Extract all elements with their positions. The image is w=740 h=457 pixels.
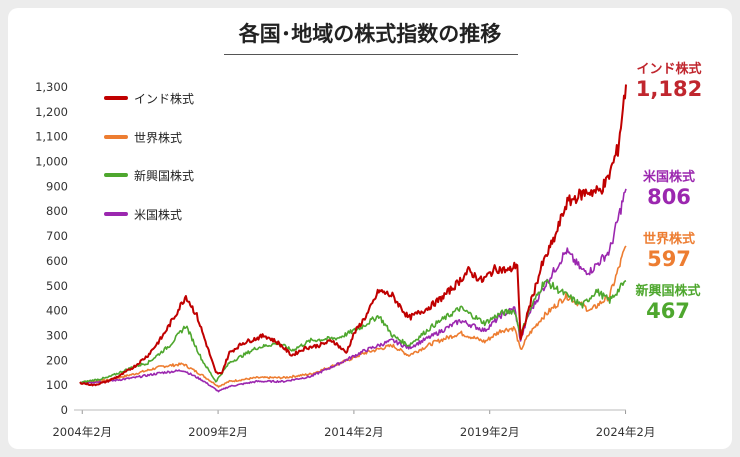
legend-swatch-us	[104, 211, 128, 216]
legend-swatch-world	[104, 134, 128, 139]
y-tick-label: 200	[46, 353, 68, 367]
legend-swatch-india	[104, 96, 128, 100]
chart-title: 各国･地域の株式指数の推移	[238, 22, 502, 46]
x-tick-label: 2014年2月	[324, 425, 384, 439]
end-label-us: 米国株式 806	[628, 170, 710, 209]
end-label-emerging-name: 新興国株式	[635, 284, 701, 299]
x-axis-ticks: 2004年2月 2009年2月 2014年2月 2019年2月 2024年2月	[52, 410, 655, 439]
end-label-us-value: 806	[647, 185, 691, 209]
end-label-emerging: 新興国株式 467	[624, 284, 712, 323]
legend-label-us: 米国株式	[134, 207, 183, 222]
y-tick-label: 1,100	[35, 130, 68, 144]
y-tick-label: 900	[46, 179, 68, 193]
end-label-us-name: 米国株式	[642, 170, 695, 185]
y-tick-label: 0	[61, 403, 68, 417]
y-tick-label: 100	[46, 378, 68, 392]
end-label-world: 世界株式 597	[628, 232, 710, 271]
legend-label-emerging: 新興国株式	[134, 169, 195, 183]
title-underline	[224, 54, 518, 55]
y-tick-label: 500	[46, 279, 68, 293]
y-tick-label: 800	[46, 204, 68, 218]
end-label-india-value: 1,182	[635, 77, 703, 101]
y-tick-label: 1,200	[35, 105, 68, 119]
series-line-us	[79, 188, 627, 393]
series-line-world	[79, 245, 627, 388]
y-axis-ticks: 0 100 200 300 400 500 600 700 800 900 1,000 1,100 1,…	[35, 80, 68, 417]
series-line-india	[79, 84, 627, 387]
x-tick-label: 2024年2月	[596, 425, 656, 439]
end-label-india-name: インド株式	[636, 62, 702, 77]
end-label-world-name: 世界株式	[642, 232, 695, 247]
end-label-emerging-value: 467	[646, 299, 690, 323]
legend-label-india: インド株式	[134, 92, 195, 106]
y-tick-label: 1,000	[35, 155, 68, 169]
x-tick-label: 2004年2月	[52, 425, 112, 439]
legend-swatch-emerging	[104, 173, 128, 177]
y-tick-label: 700	[46, 229, 68, 243]
x-tick-label: 2009年2月	[188, 425, 248, 439]
legend-label-world: 世界株式	[134, 130, 183, 145]
y-tick-label: 300	[46, 328, 68, 342]
end-label-india: インド株式 1,182	[620, 62, 718, 101]
end-label-world-value: 597	[647, 247, 691, 271]
series-lines	[79, 84, 627, 393]
x-tick-label: 2019年2月	[460, 425, 520, 439]
y-tick-label: 400	[46, 304, 68, 318]
y-tick-label: 1,300	[35, 80, 68, 94]
y-tick-label: 600	[46, 254, 68, 268]
series-line-emerging	[79, 279, 627, 384]
